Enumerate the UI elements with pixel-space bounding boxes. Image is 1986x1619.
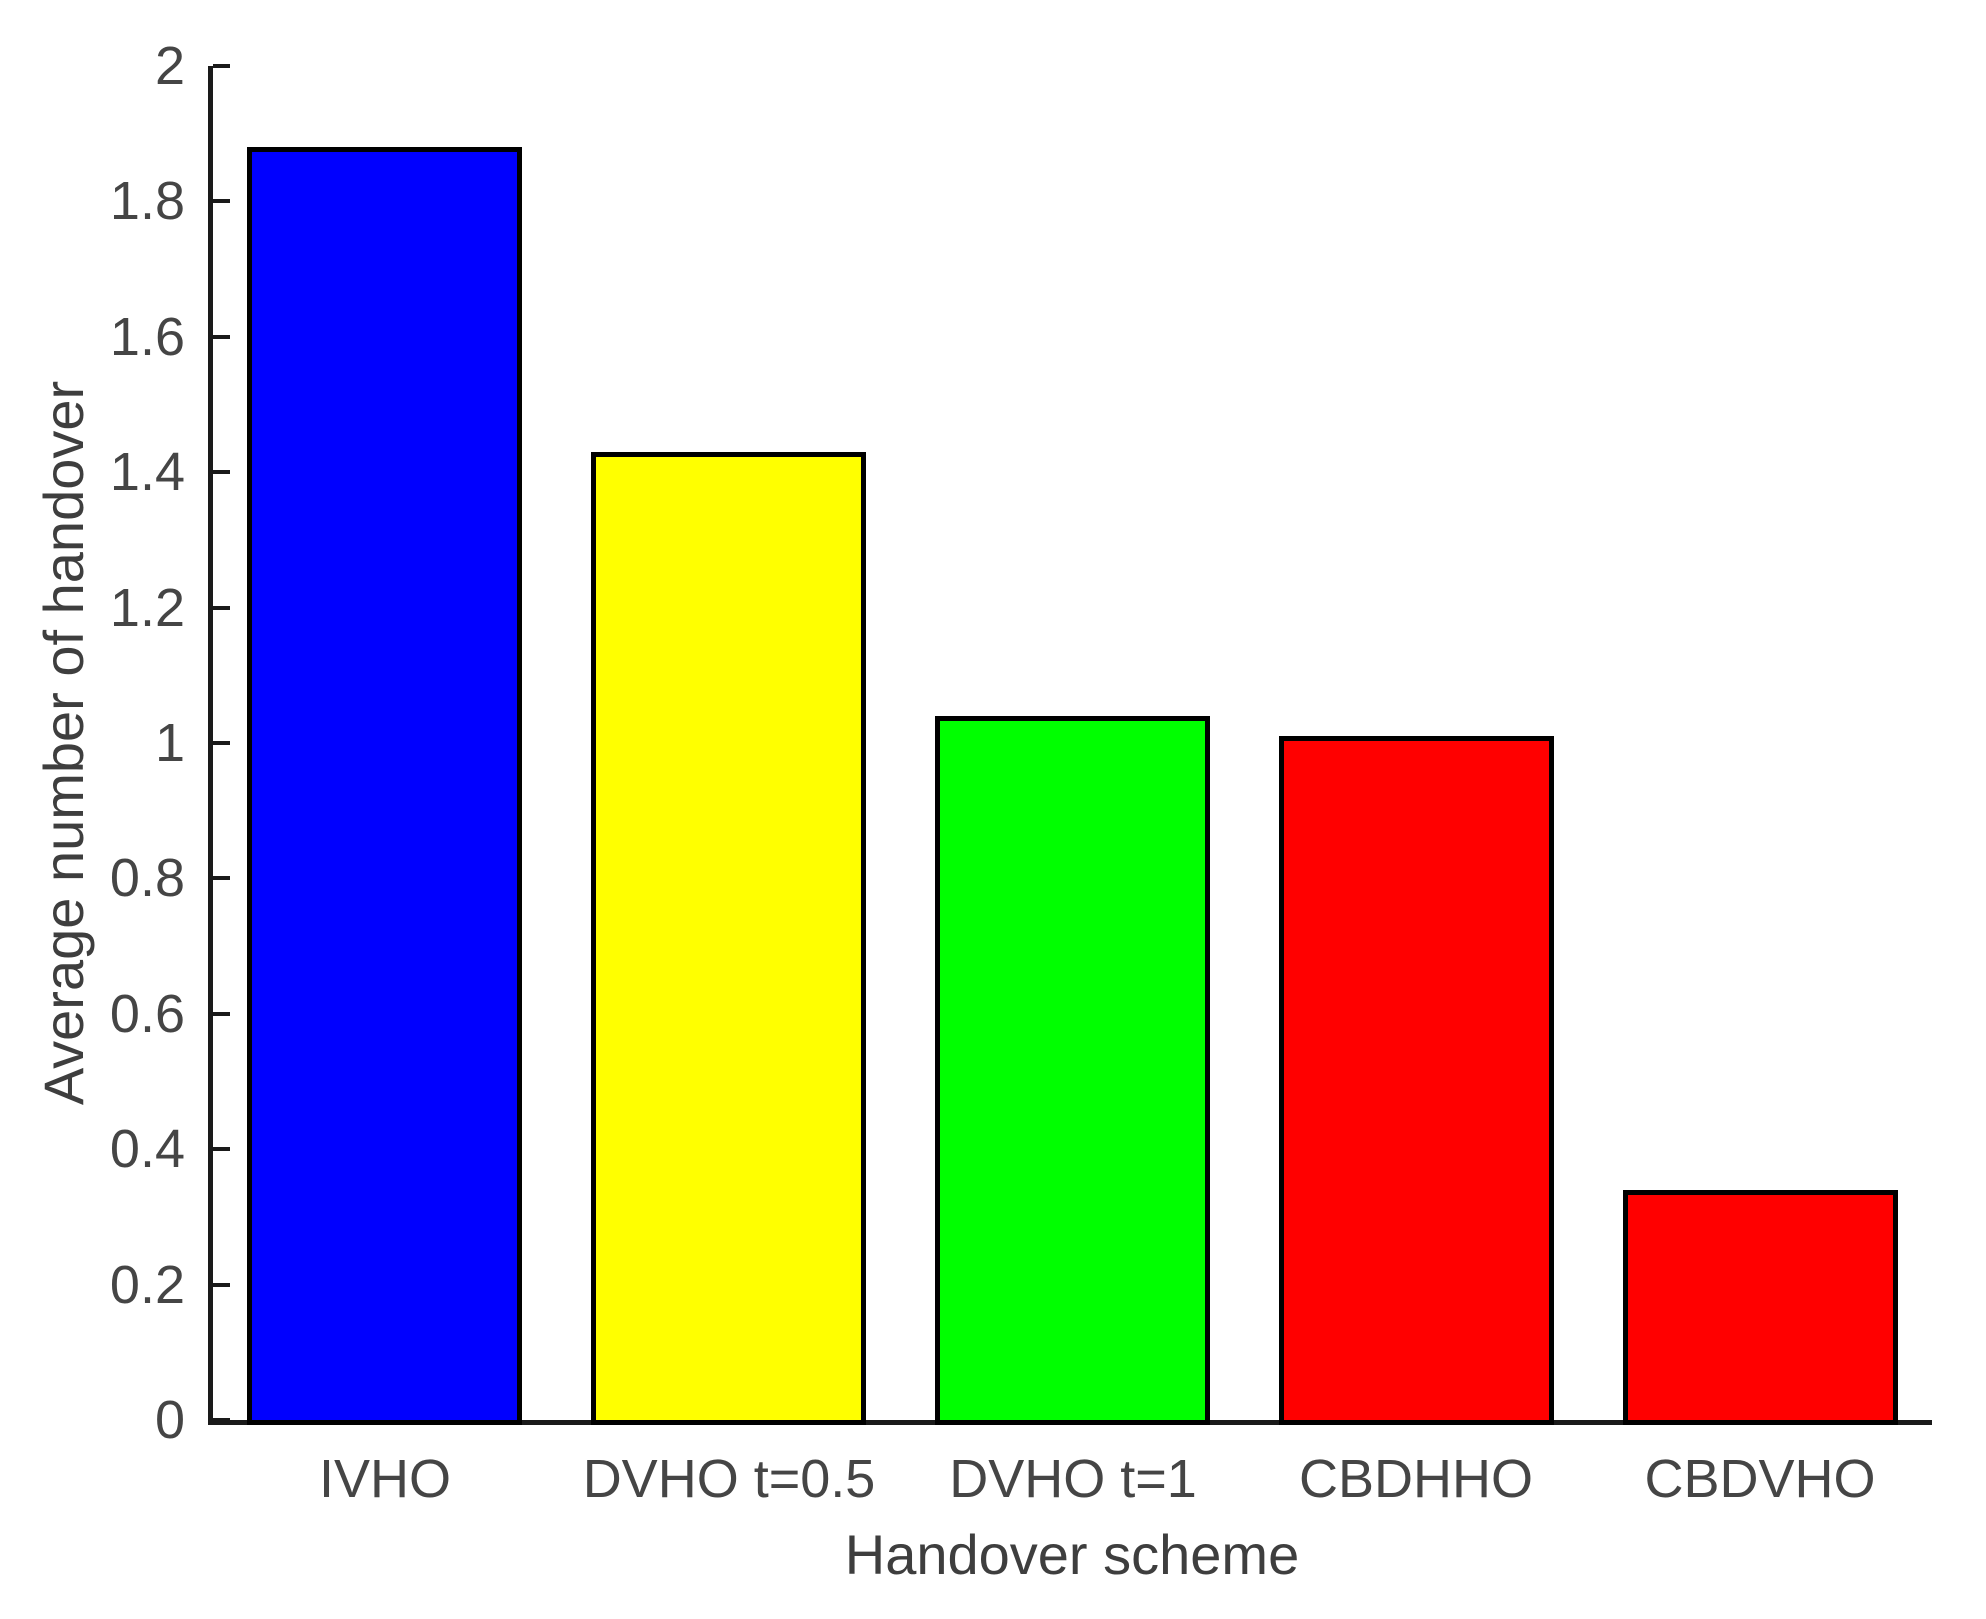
x-tick-label: CBDVHO — [1644, 1449, 1876, 1509]
bar-dvho-t-1 — [935, 716, 1210, 1425]
y-tick-label: 0.2 — [109, 1255, 185, 1315]
x-tick-label: IVHO — [318, 1449, 452, 1509]
y-tick-label: 2 — [154, 36, 185, 96]
y-tick-label: 1.8 — [109, 171, 185, 231]
y-tick-mark — [213, 1012, 230, 1016]
y-tick-label: 0.8 — [109, 848, 185, 908]
y-tick-mark — [213, 741, 230, 745]
y-tick-mark — [213, 1283, 230, 1287]
bar-cbdhho — [1279, 736, 1554, 1425]
y-tick-label: 1.2 — [109, 578, 185, 638]
x-axis-label: Handover scheme — [844, 1523, 1300, 1586]
y-tick-mark — [213, 1147, 230, 1151]
y-tick-mark — [213, 335, 230, 339]
y-tick-label: 1.4 — [109, 442, 185, 502]
y-tick-mark — [213, 470, 230, 474]
x-tick-label: DVHO t=1 — [949, 1449, 1197, 1509]
bar-dvho-t-0-5 — [591, 452, 866, 1425]
y-tick-mark — [213, 606, 230, 610]
plot-area — [208, 64, 1932, 1425]
x-tick-label: CBDHHO — [1298, 1449, 1533, 1509]
y-tick-mark — [213, 876, 230, 880]
bar-ivho — [247, 147, 522, 1425]
y-tick-label: 0.4 — [109, 1119, 185, 1179]
bar-cbdvho — [1623, 1190, 1898, 1425]
y-tick-mark — [213, 199, 230, 203]
y-tick-label: 0 — [154, 1390, 185, 1450]
y-tick-mark — [213, 1418, 230, 1422]
y-tick-label: 1.6 — [109, 307, 185, 367]
x-tick-label: DVHO t=0.5 — [582, 1449, 876, 1509]
y-tick-label: 1 — [154, 713, 185, 773]
y-tick-label: 0.6 — [109, 984, 185, 1044]
y-tick-mark — [213, 64, 230, 68]
